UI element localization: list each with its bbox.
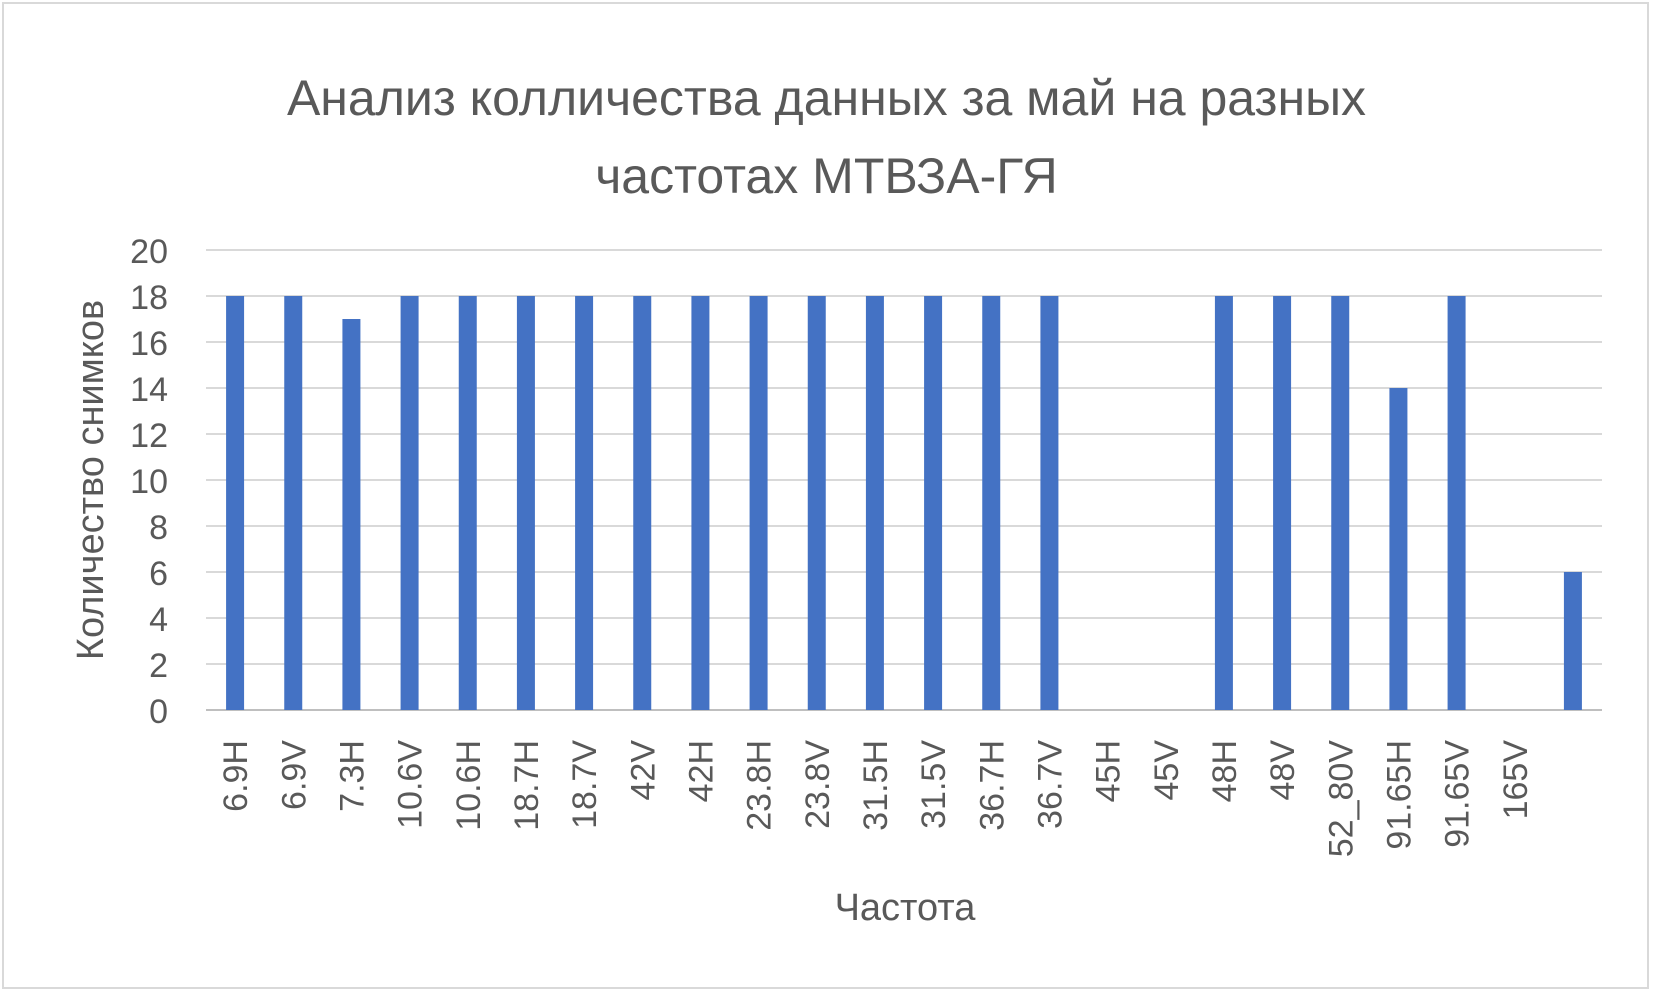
x-tick-label: 10.6H	[450, 740, 488, 831]
y-tick-label: 0	[149, 693, 168, 731]
x-tick-label: 48V	[1264, 740, 1302, 801]
x-axis-label: Частота	[835, 887, 977, 929]
y-tick-label: 6	[149, 555, 168, 593]
bar	[575, 296, 594, 710]
x-tick-label: 10.6V	[392, 740, 430, 829]
x-tick-label: 31.5H	[857, 740, 895, 831]
x-tick-label: 18.7H	[508, 740, 546, 831]
x-tick-label: 23.8H	[741, 740, 779, 831]
x-tick-label: 36.7V	[1031, 740, 1069, 829]
bar	[516, 296, 535, 710]
x-tick-label: 45V	[1148, 740, 1186, 801]
bar	[284, 296, 303, 710]
x-tick-label: 91.65H	[1380, 740, 1418, 850]
x-tick-label: 36.7H	[973, 740, 1011, 831]
bar	[400, 296, 419, 710]
x-axis-tick-labels: 6.9H 6.9V 7.3H 10.6V 10.6H 18.7H 18.7V 42V 42H 23…	[217, 740, 1535, 858]
y-tick-label: 4	[149, 601, 168, 639]
y-tick-label: 16	[130, 325, 168, 363]
bar	[1214, 296, 1233, 710]
x-tick-label: 18.7V	[566, 740, 604, 829]
x-tick-label: 23.8V	[799, 740, 837, 829]
bar	[807, 296, 826, 710]
bar	[1447, 296, 1466, 710]
y-tick-label: 8	[149, 509, 168, 547]
chart-title-line-1: Анализ колличества данных за май на разн…	[286, 70, 1367, 126]
y-tick-label: 18	[130, 279, 168, 317]
bar	[226, 296, 245, 710]
bar	[924, 296, 943, 710]
bar	[982, 296, 1001, 710]
bar	[865, 296, 884, 710]
gridlines	[206, 249, 1602, 711]
bar	[1563, 572, 1582, 710]
x-tick-label: 45H	[1090, 740, 1128, 802]
bars	[226, 296, 1582, 710]
x-tick-label: 6.9H	[217, 740, 255, 812]
y-axis-label: Количество снимков	[70, 300, 112, 660]
y-tick-label: 20	[130, 233, 168, 271]
x-tick-label: 42H	[682, 740, 720, 802]
x-tick-label: 165V	[1497, 740, 1535, 820]
bar	[1040, 296, 1059, 710]
chart-title-line-2: частотах МТВЗА-ГЯ	[595, 148, 1058, 204]
y-tick-label: 14	[130, 371, 168, 409]
bar	[342, 319, 361, 710]
bar	[749, 296, 768, 710]
y-tick-label: 12	[130, 417, 168, 455]
bar	[1273, 296, 1292, 710]
x-tick-label: 42V	[624, 740, 662, 801]
x-tick-label: 31.5V	[915, 740, 953, 829]
y-tick-label: 10	[130, 463, 168, 501]
x-tick-label: 6.9V	[275, 740, 313, 810]
x-tick-label: 7.3H	[333, 740, 371, 812]
bar	[691, 296, 710, 710]
y-tick-label: 2	[149, 647, 168, 685]
bar	[1331, 296, 1350, 710]
bar	[458, 296, 477, 710]
x-tick-label: 52_80V	[1322, 740, 1360, 858]
x-tick-label: 91.65V	[1439, 740, 1477, 848]
y-axis-tick-labels: 0 2 4 6 8 10 12 14 16 18 20	[130, 233, 168, 731]
x-tick-label: 48H	[1206, 740, 1244, 802]
bar	[633, 296, 652, 710]
bar	[1389, 388, 1408, 710]
